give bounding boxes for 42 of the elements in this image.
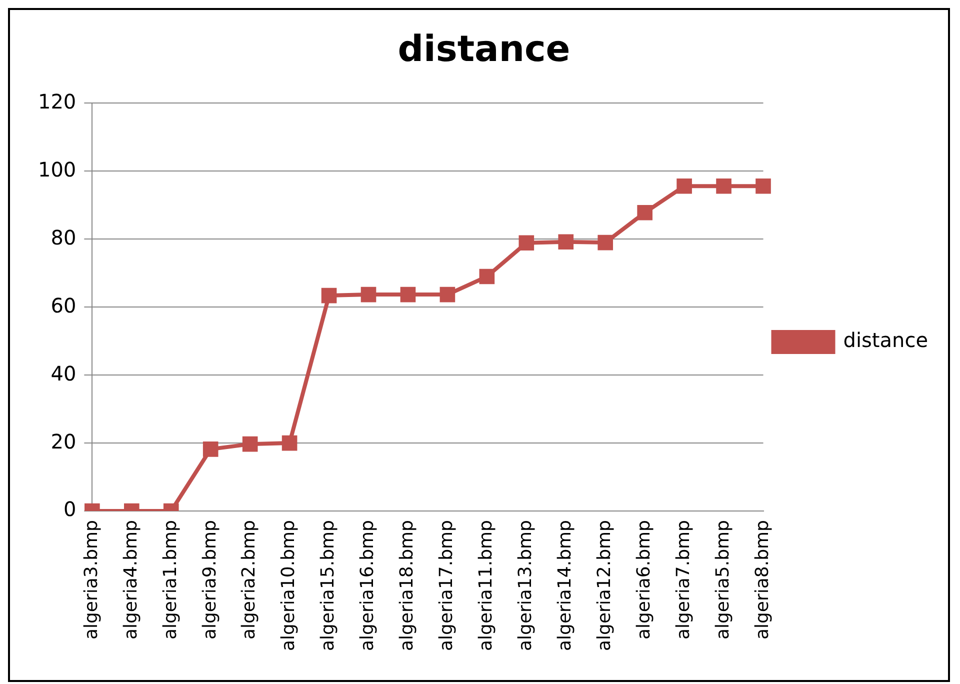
x-tick-label: algeria6.bmp xyxy=(634,520,654,640)
point xyxy=(360,286,376,302)
x-tick-label: algeria3.bmp xyxy=(80,520,102,640)
point xyxy=(637,204,652,220)
y-tick-label: 100 xyxy=(38,157,76,182)
x-tick-label: algeria4.bmp xyxy=(120,520,142,640)
x-tick-label: algeria2.bmp xyxy=(238,520,260,640)
x-tick-label: algeria18.bmp xyxy=(396,520,418,652)
point xyxy=(479,268,495,284)
x-tick-label: algeria17.bmp xyxy=(436,520,458,652)
chart-title: distance xyxy=(398,28,570,70)
point xyxy=(518,235,534,251)
x-tick-label: algeria16.bmp xyxy=(357,520,378,652)
x-tick-label: algeria1.bmp xyxy=(160,520,181,640)
point xyxy=(400,286,416,302)
y-tick-label: 20 xyxy=(50,429,76,454)
y-tick-label: 80 xyxy=(50,225,76,250)
x-tick-label: algeria7.bmp xyxy=(672,520,694,640)
point xyxy=(598,234,614,250)
point xyxy=(440,286,456,302)
point xyxy=(716,178,732,194)
x-tick-label: algeria8.bmp xyxy=(752,520,773,640)
x-tick-label: algeria9.bmp xyxy=(199,520,220,640)
y-tick-label: 60 xyxy=(50,293,76,318)
point xyxy=(558,234,574,250)
point xyxy=(756,178,771,194)
x-tick-label: algeria11.bmp xyxy=(476,520,497,652)
point xyxy=(321,288,337,304)
legend-label: distance xyxy=(843,328,928,352)
x-tick-label: algeria10.bmp xyxy=(278,520,300,652)
point xyxy=(202,442,218,457)
point xyxy=(282,435,298,451)
y-tick-label: 40 xyxy=(50,361,76,386)
x-tick-label: algeria15.bmp xyxy=(318,520,339,652)
x-tick-label: algeria12.bmp xyxy=(594,520,616,652)
y-tick-label: 0 xyxy=(63,497,76,522)
x-tick-label: algeria13.bmp xyxy=(515,520,536,652)
point xyxy=(242,436,258,452)
x-tick-label: algeria14.bmp xyxy=(554,520,576,652)
x-tick-label: algeria5.bmp xyxy=(712,520,734,640)
y-tick-label: 120 xyxy=(38,89,76,114)
point xyxy=(676,178,692,194)
